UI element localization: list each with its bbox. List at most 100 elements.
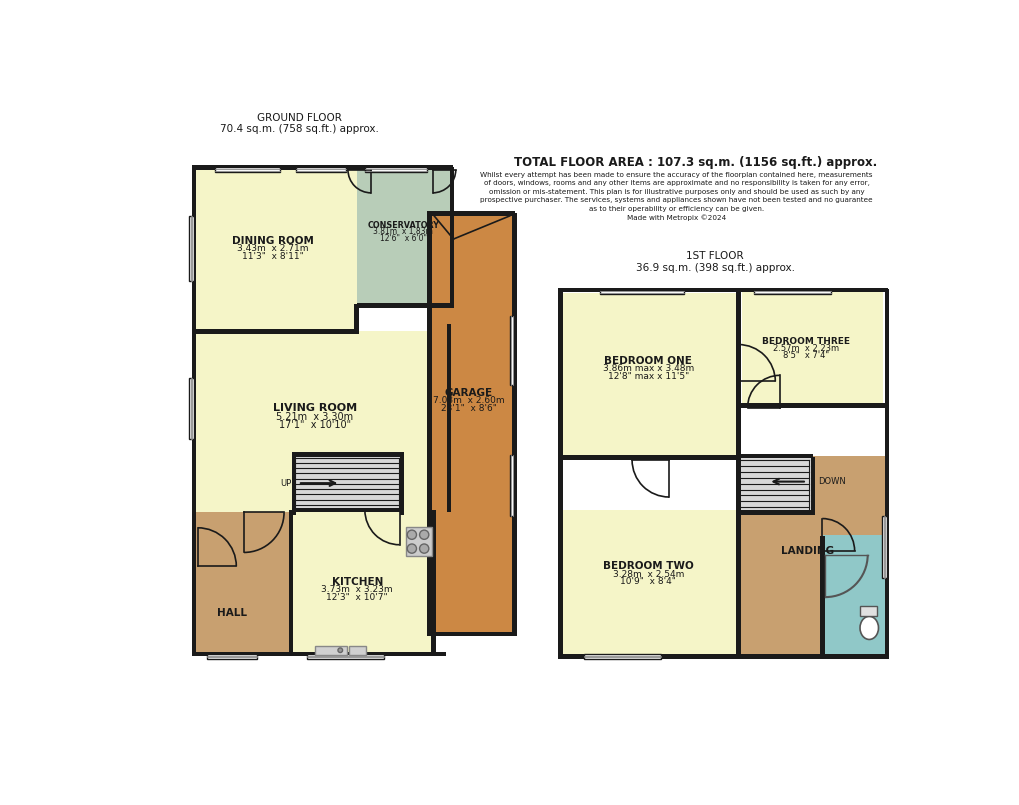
Bar — [207, 654, 257, 658]
Bar — [190, 216, 194, 282]
Bar — [357, 303, 452, 308]
Bar — [819, 535, 823, 658]
Bar — [753, 290, 829, 295]
Bar — [192, 652, 445, 656]
Bar — [446, 324, 450, 513]
Bar — [510, 316, 514, 386]
Bar — [584, 654, 660, 658]
Text: KITCHEN: KITCHEN — [331, 576, 382, 587]
Bar — [883, 289, 889, 658]
Bar — [215, 167, 280, 172]
Bar — [738, 456, 812, 513]
Bar — [557, 654, 887, 658]
Bar — [399, 455, 404, 514]
Bar — [736, 457, 740, 658]
Bar — [557, 289, 562, 658]
Bar — [354, 304, 359, 334]
Bar — [430, 216, 515, 634]
Text: TOTAL FLOOR AREA : 107.3 sq.m. (1156 sq.ft.) approx.: TOTAL FLOOR AREA : 107.3 sq.m. (1156 sq.… — [514, 155, 876, 168]
Bar — [742, 291, 882, 405]
Text: 12'3"  x 10'7": 12'3" x 10'7" — [326, 592, 387, 601]
Bar — [427, 632, 515, 637]
Text: HALL: HALL — [217, 608, 248, 617]
Bar — [599, 290, 684, 295]
Bar — [560, 293, 738, 459]
Bar — [365, 167, 426, 172]
Bar — [291, 455, 403, 513]
Bar — [365, 167, 426, 172]
Bar — [738, 456, 887, 654]
Bar — [296, 167, 345, 172]
Bar — [427, 212, 515, 216]
Text: 5.21m  x 3.30m: 5.21m x 3.30m — [276, 412, 353, 422]
Bar — [736, 403, 887, 407]
Bar — [291, 513, 434, 654]
Text: LIVING ROOM: LIVING ROOM — [272, 403, 357, 414]
Bar — [291, 452, 403, 457]
Bar — [190, 378, 194, 440]
Bar — [291, 455, 297, 514]
Bar — [560, 510, 738, 654]
Text: GARAGE: GARAGE — [444, 388, 492, 398]
Bar — [288, 510, 293, 656]
Bar — [196, 513, 291, 654]
Text: 12'8" max x 11'5": 12'8" max x 11'5" — [607, 372, 688, 381]
Text: 3.86m max x 3.48m: 3.86m max x 3.48m — [602, 364, 693, 373]
Text: 2.57m  x 2.23m: 2.57m x 2.23m — [772, 344, 839, 353]
Bar — [207, 654, 257, 658]
Text: DOWN: DOWN — [817, 477, 846, 486]
Text: 3.43m  x 2.71m: 3.43m x 2.71m — [236, 244, 308, 253]
Bar — [753, 290, 829, 295]
Bar — [406, 527, 431, 556]
Bar — [822, 535, 887, 654]
Text: 12'6"  x 6'0": 12'6" x 6'0" — [379, 233, 427, 243]
Text: GROUND FLOOR
70.4 sq.m. (758 sq.ft.) approx.: GROUND FLOOR 70.4 sq.m. (758 sq.ft.) app… — [220, 113, 378, 134]
Text: 3.73m  x 3.23m: 3.73m x 3.23m — [321, 585, 392, 594]
Text: 17'1"  x 10'10": 17'1" x 10'10" — [278, 420, 351, 430]
Bar — [510, 455, 514, 516]
Text: 10'9"  x 8'4": 10'9" x 8'4" — [620, 577, 676, 586]
Bar — [427, 334, 431, 511]
Text: 7.03m  x 2.60m: 7.03m x 2.60m — [433, 396, 504, 405]
Bar — [348, 646, 365, 654]
Text: LANDING: LANDING — [781, 546, 834, 556]
Bar — [431, 510, 435, 656]
Bar — [196, 170, 357, 332]
Text: 3.28m  x 2.54m: 3.28m x 2.54m — [612, 570, 684, 579]
Text: BEDROOM TWO: BEDROOM TWO — [602, 561, 693, 572]
Ellipse shape — [859, 617, 877, 639]
Bar — [196, 332, 449, 513]
Bar — [215, 167, 280, 172]
Text: BEDROOM THREE: BEDROOM THREE — [761, 337, 849, 346]
Bar — [192, 329, 357, 334]
Bar — [427, 213, 431, 637]
Bar — [584, 654, 660, 658]
Text: 11'3"  x 8'11": 11'3" x 8'11" — [242, 252, 303, 261]
Bar — [357, 170, 449, 304]
Bar — [810, 457, 814, 514]
Text: Whilst every attempt has been made to ensure the accuracy of the floorplan conta: Whilst every attempt has been made to en… — [480, 172, 872, 221]
Circle shape — [419, 544, 428, 553]
Bar — [512, 213, 516, 637]
Circle shape — [337, 648, 342, 653]
Bar — [510, 316, 514, 386]
Bar — [881, 516, 887, 578]
Bar — [190, 216, 194, 282]
Bar — [736, 289, 740, 460]
Text: 8'5"  x 7'4": 8'5" x 7'4" — [783, 351, 828, 361]
Text: DINING ROOM: DINING ROOM — [231, 236, 313, 246]
Text: CONSERVATORY: CONSERVATORY — [367, 221, 439, 229]
Bar — [399, 452, 404, 513]
Circle shape — [419, 530, 428, 539]
Bar — [291, 508, 403, 513]
Bar — [736, 454, 812, 459]
Bar — [859, 605, 876, 617]
Bar — [510, 455, 514, 516]
Bar — [557, 287, 887, 292]
Text: 3.81m  x 1.83m: 3.81m x 1.83m — [373, 227, 433, 236]
Bar — [736, 510, 812, 514]
Bar — [296, 167, 345, 172]
Circle shape — [407, 544, 416, 553]
Bar — [449, 167, 453, 308]
Text: UP: UP — [280, 479, 291, 488]
